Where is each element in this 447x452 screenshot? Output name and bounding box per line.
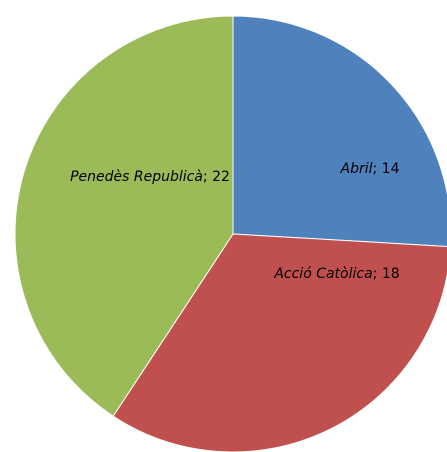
label-separator: ; <box>372 161 382 177</box>
pie-slice <box>112 233 447 452</box>
label-value: 18 <box>381 266 400 282</box>
label-category: Penedès Republicà <box>70 169 203 185</box>
label-separator: ; <box>372 266 382 282</box>
pie-slice <box>14 15 234 417</box>
label-value: 22 <box>212 169 230 185</box>
data-label: Penedès Republicà; 22 <box>70 162 230 193</box>
label-category: Acció Catòlica <box>274 266 373 282</box>
label-category: Abril <box>340 161 373 177</box>
data-label: Abril; 14 <box>300 154 440 185</box>
pie-slice <box>232 15 447 247</box>
label-separator: ; <box>202 169 213 185</box>
data-label: Acció Catòlica; 18 <box>262 259 412 290</box>
label-value: 14 <box>381 161 400 177</box>
